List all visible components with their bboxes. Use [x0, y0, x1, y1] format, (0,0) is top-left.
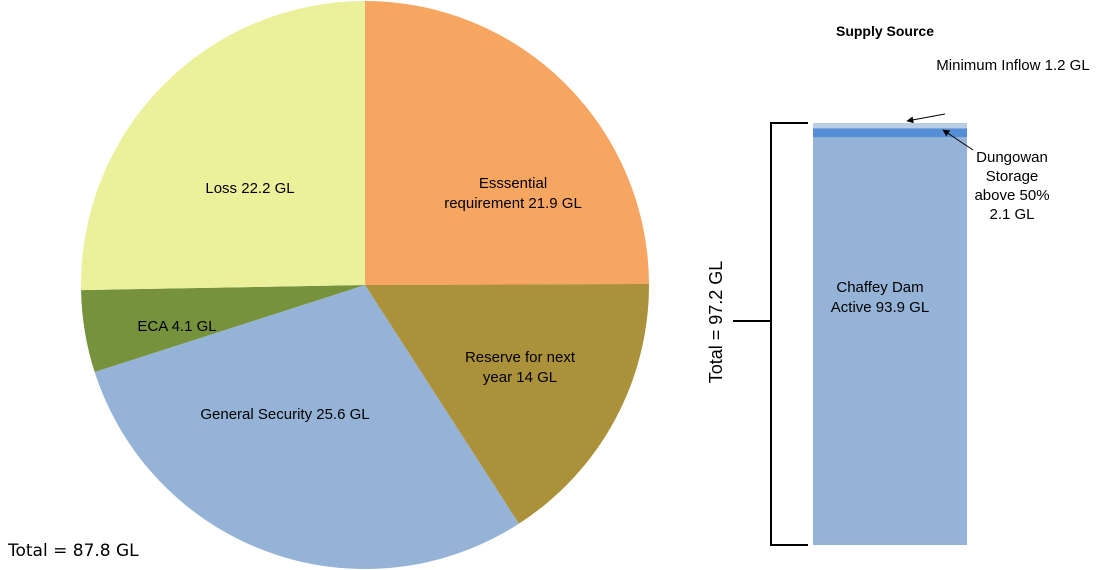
bar-title: Supply Source — [836, 23, 934, 39]
arrow-dungowan — [942, 129, 974, 151]
bar-segment-label: Chaffey Dam Active 93.9 GL — [831, 279, 929, 316]
pie-slice-label-line: Loss 22.2 GL — [205, 180, 294, 197]
bar-segment-label-line: Minimum Inflow 1.2 GL — [936, 57, 1089, 74]
bar-segment — [813, 137, 967, 546]
pie-slice — [365, 283, 649, 524]
total-bracket — [770, 122, 808, 546]
pie-slice-label-line: year 14 GL — [483, 369, 557, 386]
pie-slice — [81, 285, 366, 372]
pie-slice — [94, 285, 519, 569]
pie-slice — [365, 1, 649, 285]
pie-slice-label: Esssential requirement 21.9 GL — [444, 175, 582, 212]
pie-slice-label-line: ECA 4.1 GL — [137, 318, 216, 335]
bar-segment-label-line: above 50% — [974, 187, 1049, 204]
bar-segment — [813, 123, 967, 129]
bar-segment-label-line: Chaffey Dam — [836, 279, 923, 296]
arrow-minimum-inflow — [906, 113, 946, 124]
bar-segment-label-line: Storage — [986, 168, 1039, 185]
stacked-bar-chart: Supply Source Chaffey Dam Active 93.9 GL Du… — [706, 23, 1090, 546]
bar-segment-label: Minimum Inflow 1.2 GL — [936, 57, 1089, 74]
pie-slice-label-line: Reserve for next — [465, 349, 576, 366]
pie-slice-label-line: General Security 25.6 GL — [200, 406, 369, 423]
pie-slice-label: ECA 4.1 GL — [137, 318, 216, 335]
pie-slice-label-line: Esssential — [479, 175, 547, 192]
bar-segment-label-line: Dungowan — [976, 149, 1048, 166]
bar-segment-label-line: 2.1 GL — [989, 206, 1034, 223]
bar-segment-label-line: Active 93.9 GL — [831, 299, 929, 316]
pie-slice-label-line: requirement 21.9 GL — [444, 195, 582, 212]
pie-slice-label: Loss 22.2 GL — [205, 180, 294, 197]
bar-segment — [813, 128, 967, 138]
bar-total-label: Total = 97.2 GL — [706, 261, 726, 384]
pie-chart: Esssential requirement 21.9 GL Reserve for… — [7, 1, 649, 569]
pie-slice-label: General Security 25.6 GL — [200, 406, 369, 423]
pie-total-label: Total = 87.8 GL — [7, 541, 139, 561]
pie-slice-label: Reserve for next year 14 GL — [465, 349, 576, 386]
pie-slice — [81, 1, 365, 291]
bar-segment-label: Dungowan Storage above 50% 2.1 GL — [974, 149, 1049, 223]
